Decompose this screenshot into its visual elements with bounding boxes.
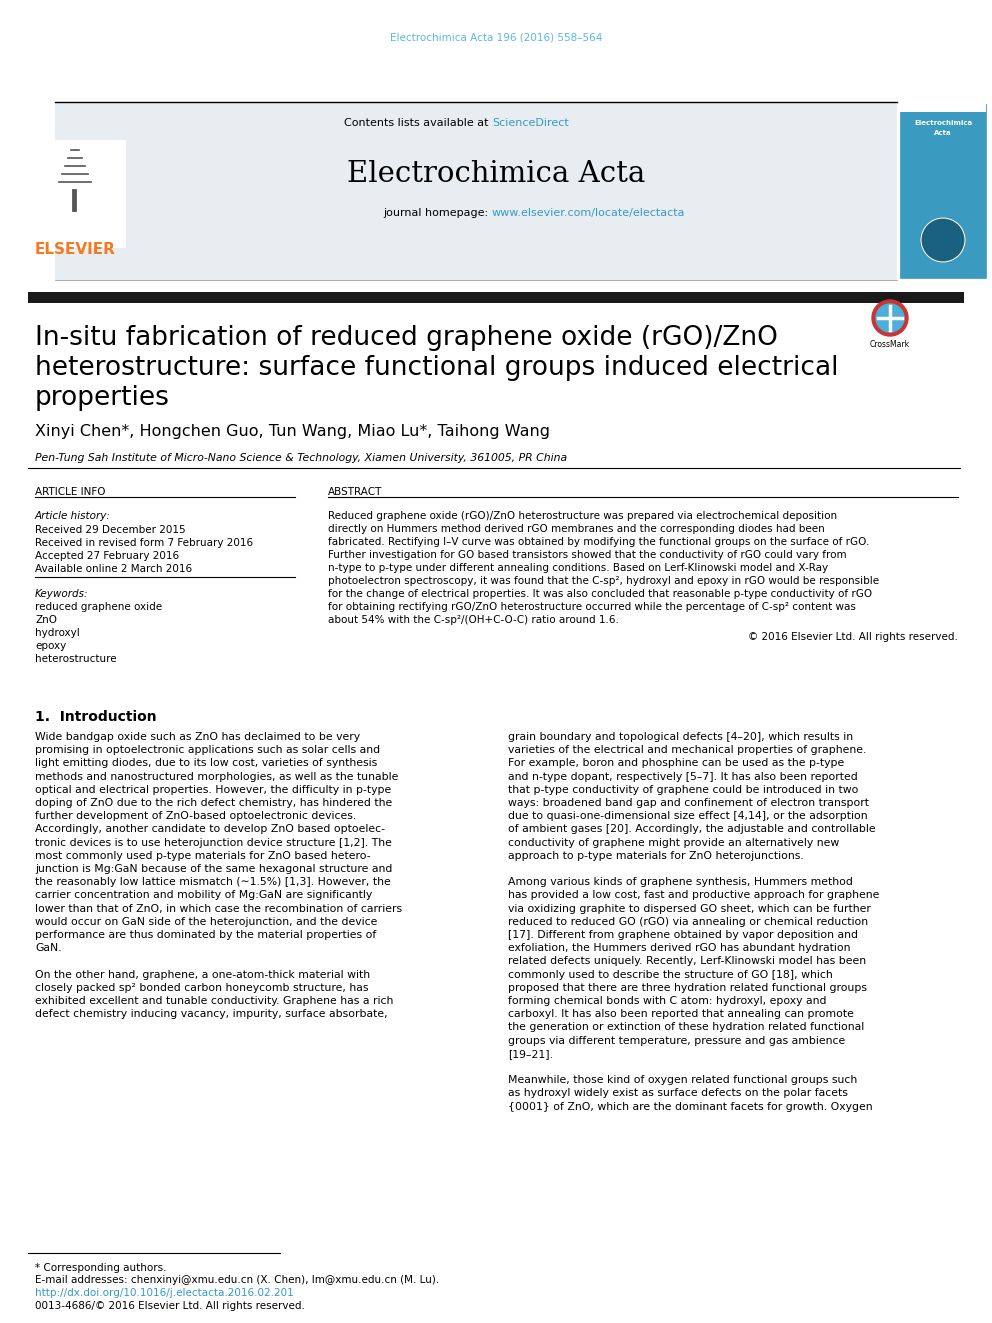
Circle shape xyxy=(876,304,904,332)
Text: promising in optoelectronic applications such as solar cells and: promising in optoelectronic applications… xyxy=(35,745,380,755)
Text: about 54% with the C-sp²/(OH+C-O-C) ratio around 1.6.: about 54% with the C-sp²/(OH+C-O-C) rati… xyxy=(328,615,619,624)
Text: © 2016 Elsevier Ltd. All rights reserved.: © 2016 Elsevier Ltd. All rights reserved… xyxy=(748,632,958,642)
Text: GaN.: GaN. xyxy=(35,943,62,953)
Text: journal homepage:: journal homepage: xyxy=(383,208,492,218)
FancyBboxPatch shape xyxy=(28,140,126,247)
Text: Pen-Tung Sah Institute of Micro-Nano Science & Technology, Xiamen University, 36: Pen-Tung Sah Institute of Micro-Nano Sci… xyxy=(35,452,567,463)
Text: the generation or extinction of these hydration related functional: the generation or extinction of these hy… xyxy=(508,1023,864,1032)
Text: junction is Mg:GaN because of the same hexagonal structure and: junction is Mg:GaN because of the same h… xyxy=(35,864,393,875)
Text: groups via different temperature, pressure and gas ambience: groups via different temperature, pressu… xyxy=(508,1036,845,1045)
Text: ZnO: ZnO xyxy=(35,615,57,624)
Text: n-type to p-type under different annealing conditions. Based on Lerf-Klinowski m: n-type to p-type under different anneali… xyxy=(328,564,828,573)
Text: ELSEVIER: ELSEVIER xyxy=(35,242,115,257)
Text: * Corresponding authors.: * Corresponding authors. xyxy=(35,1263,167,1273)
Text: Electrochimica Acta 196 (2016) 558–564: Electrochimica Acta 196 (2016) 558–564 xyxy=(390,32,602,42)
Text: Available online 2 March 2016: Available online 2 March 2016 xyxy=(35,564,192,574)
Text: light emitting diodes, due to its low cost, varieties of synthesis: light emitting diodes, due to its low co… xyxy=(35,758,377,769)
Text: Electrochimica: Electrochimica xyxy=(914,120,972,126)
Text: forming chemical bonds with C atom: hydroxyl, epoxy and: forming chemical bonds with C atom: hydr… xyxy=(508,996,826,1005)
Text: for obtaining rectifying rGO/ZnO heterostructure occurred while the percentage o: for obtaining rectifying rGO/ZnO heteros… xyxy=(328,602,856,613)
Text: ARTICLE INFO: ARTICLE INFO xyxy=(35,487,105,497)
Text: Xinyi Chen*, Hongchen Guo, Tun Wang, Miao Lu*, Taihong Wang: Xinyi Chen*, Hongchen Guo, Tun Wang, Mia… xyxy=(35,423,550,439)
Text: due to quasi-one-dimensional size effect [4,14], or the adsorption: due to quasi-one-dimensional size effect… xyxy=(508,811,868,822)
Text: most commonly used p-type materials for ZnO based hetero-: most commonly used p-type materials for … xyxy=(35,851,371,861)
Text: exhibited excellent and tunable conductivity. Graphene has a rich: exhibited excellent and tunable conducti… xyxy=(35,996,394,1005)
Text: Meanwhile, those kind of oxygen related functional groups such: Meanwhile, those kind of oxygen related … xyxy=(508,1076,857,1085)
Text: performance are thus dominated by the material properties of: performance are thus dominated by the ma… xyxy=(35,930,376,941)
FancyBboxPatch shape xyxy=(28,292,964,303)
Text: carrier concentration and mobility of Mg:GaN are significantly: carrier concentration and mobility of Mg… xyxy=(35,890,372,901)
Text: commonly used to describe the structure of GO [18], which: commonly used to describe the structure … xyxy=(508,970,832,979)
Text: exfoliation, the Hummers derived rGO has abundant hydration: exfoliation, the Hummers derived rGO has… xyxy=(508,943,850,953)
Circle shape xyxy=(872,300,908,336)
Text: ABSTRACT: ABSTRACT xyxy=(328,487,382,497)
Text: Contents lists available at: Contents lists available at xyxy=(344,118,492,128)
Text: reduced graphene oxide: reduced graphene oxide xyxy=(35,602,162,613)
Text: Among various kinds of graphene synthesis, Hummers method: Among various kinds of graphene synthesi… xyxy=(508,877,853,888)
Text: Accepted 27 February 2016: Accepted 27 February 2016 xyxy=(35,550,180,561)
Text: Accordingly, another candidate to develop ZnO based optoelec-: Accordingly, another candidate to develo… xyxy=(35,824,385,835)
Text: related defects uniquely. Recently, Lerf-Klinowski model has been: related defects uniquely. Recently, Lerf… xyxy=(508,957,866,966)
Text: Article history:: Article history: xyxy=(35,511,111,521)
Text: properties: properties xyxy=(35,385,170,411)
Text: {0001} of ZnO, which are the dominant facets for growth. Oxygen: {0001} of ZnO, which are the dominant fa… xyxy=(508,1102,873,1111)
Text: ways: broadened band gap and confinement of electron transport: ways: broadened band gap and confinement… xyxy=(508,798,869,808)
Text: CrossMark: CrossMark xyxy=(870,340,910,349)
Text: lower than that of ZnO, in which case the recombination of carriers: lower than that of ZnO, in which case th… xyxy=(35,904,402,914)
Text: proposed that there are three hydration related functional groups: proposed that there are three hydration … xyxy=(508,983,867,992)
FancyBboxPatch shape xyxy=(900,105,986,278)
Text: Received in revised form 7 February 2016: Received in revised form 7 February 2016 xyxy=(35,538,253,548)
Text: 1.  Introduction: 1. Introduction xyxy=(35,710,157,724)
Text: Further investigation for GO based transistors showed that the conductivity of r: Further investigation for GO based trans… xyxy=(328,550,846,560)
Text: doping of ZnO due to the rich defect chemistry, has hindered the: doping of ZnO due to the rich defect che… xyxy=(35,798,392,808)
Text: Received 29 December 2015: Received 29 December 2015 xyxy=(35,525,186,534)
Text: fabricated. Rectifying I–V curve was obtained by modifying the functional groups: fabricated. Rectifying I–V curve was obt… xyxy=(328,537,869,546)
Text: Electrochimica Acta: Electrochimica Acta xyxy=(347,160,645,188)
Text: directly on Hummers method derived rGO membranes and the corresponding diodes ha: directly on Hummers method derived rGO m… xyxy=(328,524,824,534)
Text: has provided a low cost, fast and productive approach for graphene: has provided a low cost, fast and produc… xyxy=(508,890,879,901)
Text: hydroxyl: hydroxyl xyxy=(35,628,79,638)
Text: Keywords:: Keywords: xyxy=(35,589,88,599)
Text: In-situ fabrication of reduced graphene oxide (rGO)/ZnO: In-situ fabrication of reduced graphene … xyxy=(35,325,778,351)
Text: http://dx.doi.org/10.1016/j.electacta.2016.02.201: http://dx.doi.org/10.1016/j.electacta.20… xyxy=(35,1289,294,1298)
Text: varieties of the electrical and mechanical properties of graphene.: varieties of the electrical and mechanic… xyxy=(508,745,866,755)
Text: [17]. Different from graphene obtained by vapor deposition and: [17]. Different from graphene obtained b… xyxy=(508,930,858,941)
Text: approach to p-type materials for ZnO heterojunctions.: approach to p-type materials for ZnO het… xyxy=(508,851,804,861)
Text: Acta: Acta xyxy=(934,130,951,136)
Text: E-mail addresses: chenxinyi@xmu.edu.cn (X. Chen), lm@xmu.edu.cn (M. Lu).: E-mail addresses: chenxinyi@xmu.edu.cn (… xyxy=(35,1275,439,1285)
Text: of ambient gases [20]. Accordingly, the adjustable and controllable: of ambient gases [20]. Accordingly, the … xyxy=(508,824,876,835)
Text: ScienceDirect: ScienceDirect xyxy=(492,118,568,128)
Text: further development of ZnO-based optoelectronic devices.: further development of ZnO-based optoele… xyxy=(35,811,356,822)
Text: optical and electrical properties. However, the difficulty in p-type: optical and electrical properties. Howev… xyxy=(35,785,391,795)
Text: as hydroxyl widely exist as surface defects on the polar facets: as hydroxyl widely exist as surface defe… xyxy=(508,1089,848,1098)
Text: For example, boron and phosphine can be used as the p-type: For example, boron and phosphine can be … xyxy=(508,758,844,769)
Text: 0013-4686/© 2016 Elsevier Ltd. All rights reserved.: 0013-4686/© 2016 Elsevier Ltd. All right… xyxy=(35,1301,305,1311)
Text: carboxyl. It has also been reported that annealing can promote: carboxyl. It has also been reported that… xyxy=(508,1009,854,1019)
Text: photoelectron spectroscopy, it was found that the C-sp², hydroxyl and epoxy in r: photoelectron spectroscopy, it was found… xyxy=(328,576,879,586)
Text: grain boundary and topological defects [4–20], which results in: grain boundary and topological defects [… xyxy=(508,732,853,742)
Text: heterostructure: surface functional groups induced electrical: heterostructure: surface functional grou… xyxy=(35,355,838,381)
Text: conductivity of graphene might provide an alternatively new: conductivity of graphene might provide a… xyxy=(508,837,839,848)
Text: epoxy: epoxy xyxy=(35,642,66,651)
Text: via oxidizing graphite to dispersed GO sheet, which can be further: via oxidizing graphite to dispersed GO s… xyxy=(508,904,871,914)
Text: would occur on GaN side of the heterojunction, and the device: would occur on GaN side of the heterojun… xyxy=(35,917,377,927)
Text: [19–21].: [19–21]. xyxy=(508,1049,553,1058)
Text: methods and nanostructured morphologies, as well as the tunable: methods and nanostructured morphologies,… xyxy=(35,771,399,782)
FancyBboxPatch shape xyxy=(55,102,897,280)
Text: tronic devices is to use heterojunction device structure [1,2]. The: tronic devices is to use heterojunction … xyxy=(35,837,392,848)
Text: that p-type conductivity of graphene could be introduced in two: that p-type conductivity of graphene cou… xyxy=(508,785,858,795)
FancyBboxPatch shape xyxy=(900,102,986,112)
Text: for the change of electrical properties. It was also concluded that reasonable p: for the change of electrical properties.… xyxy=(328,589,872,599)
Text: reduced to reduced GO (rGO) via annealing or chemical reduction: reduced to reduced GO (rGO) via annealin… xyxy=(508,917,868,927)
Text: heterostructure: heterostructure xyxy=(35,654,117,664)
Text: and n-type dopant, respectively [5–7]. It has also been reported: and n-type dopant, respectively [5–7]. I… xyxy=(508,771,858,782)
Text: Wide bandgap oxide such as ZnO has declaimed to be very: Wide bandgap oxide such as ZnO has decla… xyxy=(35,732,360,742)
Circle shape xyxy=(921,218,965,262)
Text: defect chemistry inducing vacancy, impurity, surface absorbate,: defect chemistry inducing vacancy, impur… xyxy=(35,1009,388,1019)
Text: closely packed sp² bonded carbon honeycomb structure, has: closely packed sp² bonded carbon honeyco… xyxy=(35,983,368,992)
Text: www.elsevier.com/locate/electacta: www.elsevier.com/locate/electacta xyxy=(492,208,685,218)
Text: the reasonably low lattice mismatch (∼1.5%) [1,3]. However, the: the reasonably low lattice mismatch (∼1.… xyxy=(35,877,391,888)
Text: Reduced graphene oxide (rGO)/ZnO heterostructure was prepared via electrochemica: Reduced graphene oxide (rGO)/ZnO heteros… xyxy=(328,511,837,521)
Text: On the other hand, graphene, a one-atom-thick material with: On the other hand, graphene, a one-atom-… xyxy=(35,970,370,979)
